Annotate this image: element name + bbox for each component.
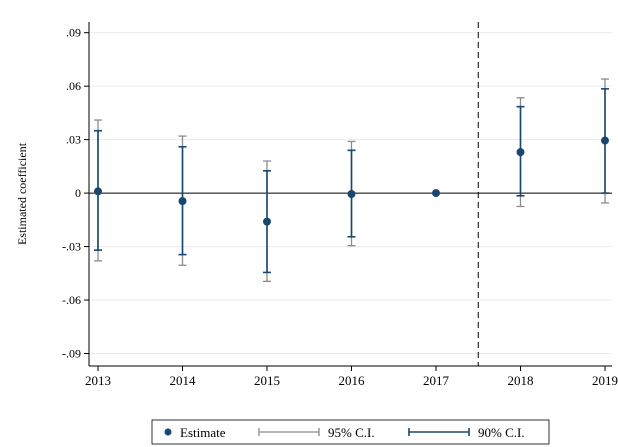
estimate-point [347, 190, 356, 198]
x-tick-label: 2014 [170, 373, 197, 388]
legend: Estimate 95% C.I. 90% C.I. [151, 419, 550, 445]
estimate-point [94, 187, 102, 196]
x-tick-label: 2015 [254, 373, 280, 388]
estimate-series [94, 136, 609, 226]
y-tick-label: .06 [66, 79, 81, 93]
y-tick-label: -.03 [62, 240, 81, 254]
y-ticks: .09 .06 .03 0 -.03 -.06 -.09 [62, 26, 89, 361]
x-tick-label: 2013 [85, 373, 111, 388]
y-tick-label: .03 [66, 133, 81, 147]
estimate-point [516, 148, 525, 157]
estimate-point [601, 136, 609, 145]
legend-ci90-marker [408, 428, 470, 436]
legend-estimate-label: Estimate [180, 425, 226, 440]
x-tick-label: 2019 [592, 373, 618, 388]
legend-ci95-marker [258, 428, 320, 436]
gridlines [89, 32, 612, 355]
y-tick-label: 0 [75, 186, 81, 200]
y-axis-label: Estimated coefficient [15, 142, 29, 245]
axes [88, 22, 612, 367]
estimate-point [263, 217, 271, 226]
y-tick-label: -.09 [62, 347, 81, 361]
legend-box [151, 419, 550, 445]
y-tick-label: -.06 [62, 293, 81, 307]
x-tick-label: 2016 [339, 373, 366, 388]
legend-estimate-marker [164, 428, 172, 436]
x-tick-label: 2017 [423, 373, 450, 388]
x-tick-label: 2018 [508, 373, 534, 388]
legend-ci95-label: 95% C.I. [328, 425, 375, 440]
x-ticks: 2013 2014 2015 2016 2017 2018 2019 [85, 366, 618, 388]
y-tick-label: .09 [66, 26, 81, 40]
estimate-point [178, 197, 187, 206]
legend-ci90-label: 90% C.I. [478, 425, 525, 440]
estimate-point [432, 189, 440, 198]
